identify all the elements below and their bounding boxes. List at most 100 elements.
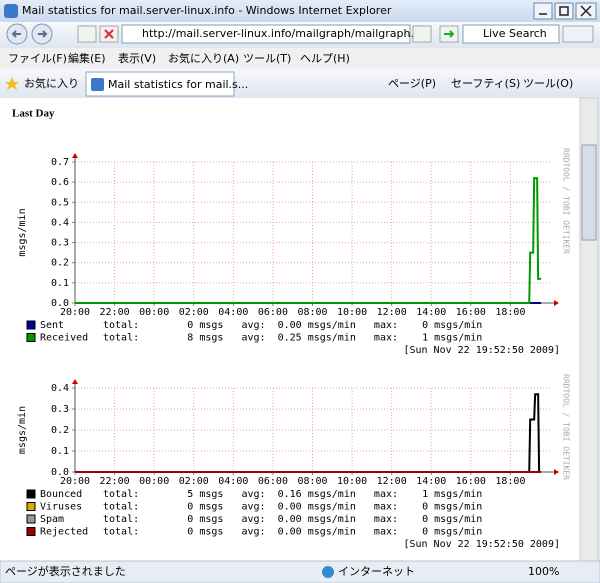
y-tick-label: 0.3: [51, 238, 69, 249]
timestamp: [Sun Nov 22 19:52:50 2009]: [403, 345, 560, 356]
search-box[interactable]: [462, 24, 560, 44]
x-tick-label: 04:00: [218, 476, 248, 487]
x-tick-label: 20:00: [60, 307, 90, 318]
stop-icon: [104, 29, 114, 39]
x-tick-label: 08:00: [297, 307, 327, 318]
x-tick-label: 18:00: [495, 307, 525, 318]
legend-swatch: [26, 514, 36, 524]
y-tick-label: 0.2: [51, 425, 69, 436]
zoom-level[interactable]: 100%: [528, 565, 559, 578]
menu: ファイル(F) 編集(E) 表示(V) お気に入り(A) ツール(T) ヘルプ(H): [8, 51, 350, 65]
y-tick-label: 0.0: [51, 467, 69, 478]
legend-swatch: [26, 333, 36, 342]
legend-stats: total: 5 msgs avg: 0.16 msgs/min max: 1 …: [103, 489, 482, 500]
menu-item[interactable]: ヘルプ(H): [300, 52, 350, 65]
legend-name: Sent: [40, 320, 64, 331]
y-tick-label: 0.4: [51, 383, 69, 394]
address-box[interactable]: [121, 24, 411, 44]
menu-item[interactable]: 表示(V): [118, 51, 156, 65]
legend-swatch: [26, 502, 36, 511]
y-tick-label: 0.4: [51, 217, 69, 228]
nav-arrows: [11, 30, 48, 38]
x-tick-label: 22:00: [100, 476, 130, 487]
watermark: RRDTOOL / TOBI OETIKER: [562, 374, 571, 480]
command-bar: ページ(P) セーフティ(S) ツール(O): [388, 77, 573, 90]
y-tick-label: 0.0: [51, 298, 69, 309]
status-text: ページが表示されました: [5, 564, 126, 578]
charts: 0.0 0.1 0.2 0.3 0.4 0.5 0.6 0.7 20:00 22:00 00:00 0…: [17, 148, 571, 550]
x-tick-label: 12:00: [377, 476, 407, 487]
legend-name: Viruses: [40, 502, 82, 513]
x-tick-label: 00:00: [139, 476, 169, 487]
search-button[interactable]: [562, 25, 594, 43]
y-tick-label: 0.7: [51, 157, 69, 168]
y-axis-label: msgs/min: [17, 406, 28, 454]
page-heading: Last Day: [12, 108, 55, 120]
legend-stats: total: 0 msgs avg: 0.00 msgs/min max: 0 …: [103, 320, 482, 331]
command-button[interactable]: ツール(O): [523, 77, 573, 90]
x-tick-label: 10:00: [337, 476, 367, 487]
menu-item[interactable]: 編集(E): [68, 51, 106, 65]
menu-item[interactable]: お気に入り(A): [168, 51, 239, 65]
y-tick-label: 0.3: [51, 404, 69, 415]
x-tick-label: 14:00: [416, 307, 446, 318]
refresh-button[interactable]: [77, 25, 97, 43]
menu-item[interactable]: ファイル(F): [8, 52, 67, 65]
timestamp: [Sun Nov 22 19:52:50 2009]: [403, 539, 560, 550]
maximize-button[interactable]: [554, 2, 574, 20]
legend-stats: total: 0 msgs avg: 0.00 msgs/min max: 0 …: [103, 527, 482, 538]
legend-swatch: [26, 320, 36, 330]
legend-swatch: [26, 489, 36, 499]
x-tick-label: 14:00: [416, 476, 446, 487]
x-tick-label: 18:00: [495, 476, 525, 487]
compat-button[interactable]: [412, 25, 432, 43]
y-axis-label: msgs/min: [17, 208, 28, 256]
favorites-star: [5, 77, 19, 90]
x-tick-label: 06:00: [258, 307, 288, 318]
search-placeholder: Live Search: [483, 27, 547, 40]
favorites-button[interactable]: お気に入り: [24, 76, 79, 90]
y-tick-label: 0.6: [51, 177, 69, 188]
content-area: [0, 98, 580, 561]
tab-icon: [91, 78, 104, 91]
x-tick-label: 06:00: [258, 476, 288, 487]
status-bar: [0, 560, 600, 583]
window-button-icons: [539, 5, 592, 17]
x-tick-label: 08:00: [297, 476, 327, 487]
tab-title: Mail statistics for mail.s...: [108, 78, 248, 91]
scroll-thumb[interactable]: [581, 144, 597, 241]
go-icon: [444, 30, 455, 38]
x-tick-label: 20:00: [60, 476, 90, 487]
x-tick-label: 10:00: [337, 307, 367, 318]
url-text: http://mail.server-linux.info/mailgraph/…: [142, 27, 430, 40]
legend-name: Spam: [40, 514, 64, 525]
minimize-button[interactable]: [533, 2, 553, 20]
series-line: [75, 177, 542, 304]
menu-bar: [0, 48, 600, 69]
command-button[interactable]: セーフティ(S): [451, 77, 520, 90]
legend-swatch: [26, 527, 36, 536]
legend-stats: total: 8 msgs avg: 0.25 msgs/min max: 1 …: [103, 333, 482, 344]
legend-name: Bounced: [40, 489, 82, 500]
watermark: RRDTOOL / TOBI OETIKER: [562, 148, 571, 254]
legend-name: Received: [40, 333, 88, 344]
ie-icon: [4, 4, 18, 18]
legend-stats: total: 0 msgs avg: 0.00 msgs/min max: 0 …: [103, 514, 482, 525]
command-button[interactable]: ページ(P): [388, 77, 436, 90]
y-tick-label: 0.5: [51, 197, 69, 208]
window-title: Mail statistics for mail.server-linux.in…: [22, 4, 392, 17]
legend-stats: total: 0 msgs avg: 0.00 msgs/min max: 0 …: [103, 502, 482, 513]
legend-name: Rejected: [40, 527, 88, 538]
x-tick-label: 12:00: [377, 307, 407, 318]
menu-item[interactable]: ツール(T): [243, 52, 291, 65]
x-tick-label: 04:00: [218, 307, 248, 318]
x-tick-label: 16:00: [456, 476, 486, 487]
title-bar: [0, 0, 600, 22]
x-tick-label: 02:00: [179, 307, 209, 318]
y-tick-label: 0.1: [51, 278, 69, 289]
x-tick-label: 16:00: [456, 307, 486, 318]
tab[interactable]: [85, 71, 235, 97]
x-tick-label: 00:00: [139, 307, 169, 318]
